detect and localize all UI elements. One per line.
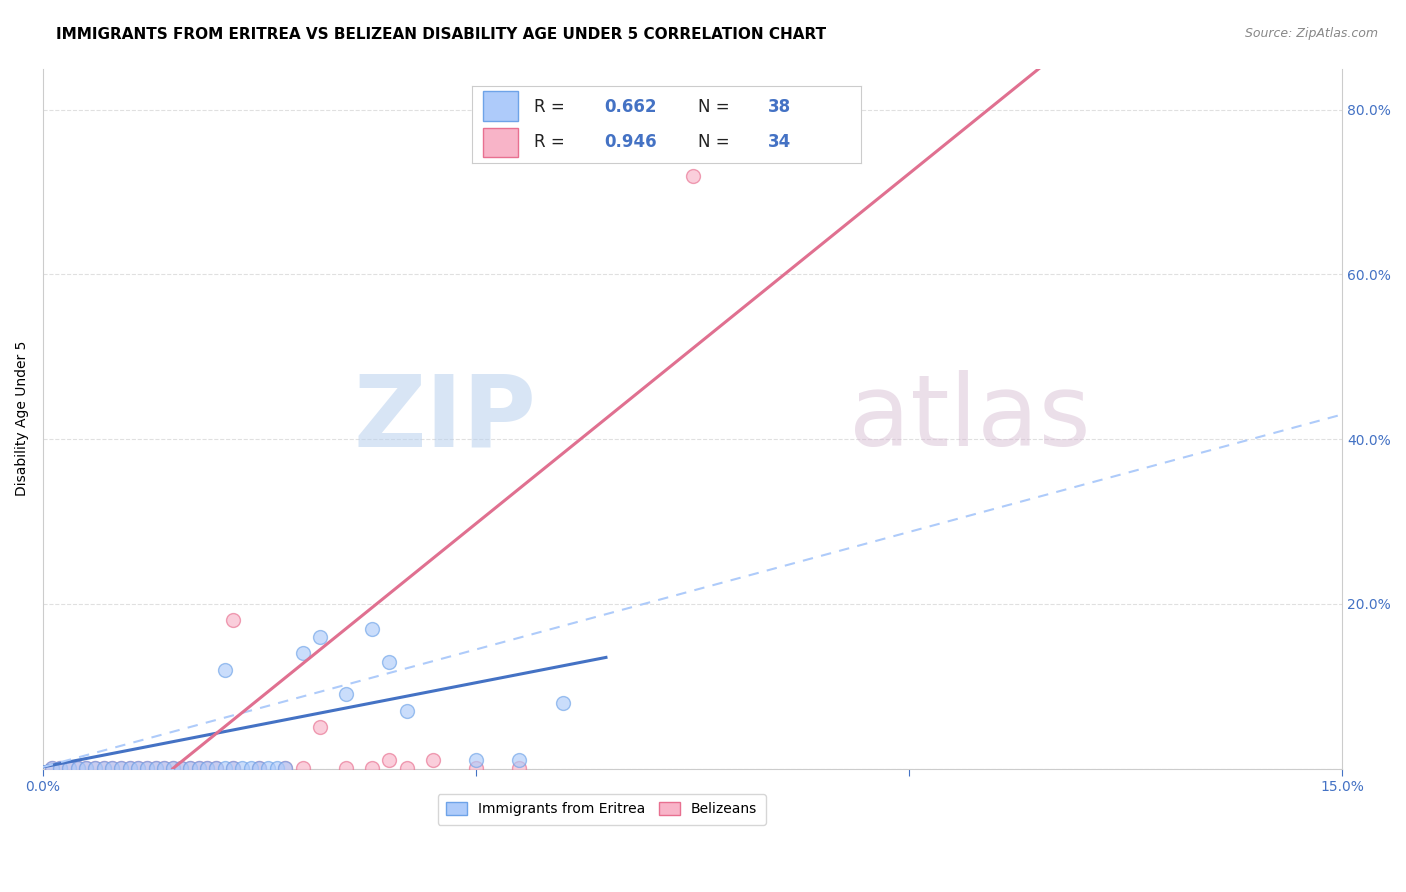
Point [49, 761, 72, 775]
Point [395, 704, 418, 718]
Point [75, 761, 97, 775]
Point [231, 761, 253, 775]
Point [179, 761, 201, 775]
Point [153, 761, 176, 775]
Text: IMMIGRANTS FROM ERITREA VS BELIZEAN DISABILITY AGE UNDER 5 CORRELATION CHART: IMMIGRANTS FROM ERITREA VS BELIZEAN DISA… [56, 27, 827, 42]
Point [222, 761, 245, 775]
Point [101, 761, 124, 775]
Text: atlas: atlas [848, 370, 1090, 467]
Point [83, 761, 105, 775]
Point [309, 721, 332, 735]
Point [66, 761, 89, 775]
Point [214, 663, 236, 677]
Point [75, 761, 97, 775]
Point [135, 761, 157, 775]
Point [118, 761, 141, 775]
Point [335, 761, 357, 775]
Legend: Immigrants from Eritrea, Belizeans: Immigrants from Eritrea, Belizeans [437, 794, 766, 825]
Point [274, 761, 297, 775]
Point [127, 761, 149, 775]
Point [179, 761, 201, 775]
Point [214, 761, 236, 775]
Text: ZIP: ZIP [354, 370, 537, 467]
Point [422, 753, 444, 767]
Point [145, 761, 167, 775]
Point [170, 761, 193, 775]
Point [682, 169, 704, 183]
Point [93, 761, 115, 775]
Point [291, 646, 314, 660]
Point [110, 761, 132, 775]
Point [127, 761, 149, 775]
Point [361, 622, 384, 636]
Point [274, 761, 297, 775]
Point [249, 761, 271, 775]
Point [135, 761, 157, 775]
Point [93, 761, 115, 775]
Point [145, 761, 167, 775]
Text: Source: ZipAtlas.com: Source: ZipAtlas.com [1244, 27, 1378, 40]
Point [551, 696, 574, 710]
Point [508, 761, 530, 775]
Point [249, 761, 271, 775]
Point [239, 761, 262, 775]
Point [41, 761, 63, 775]
Point [465, 761, 488, 775]
Point [162, 761, 184, 775]
Point [187, 761, 209, 775]
Point [83, 761, 105, 775]
Point [197, 761, 219, 775]
Point [118, 761, 141, 775]
Point [222, 613, 245, 627]
Point [257, 761, 280, 775]
Point [49, 761, 72, 775]
Point [378, 655, 401, 669]
Point [222, 761, 245, 775]
Point [205, 761, 228, 775]
Point [153, 761, 176, 775]
Point [335, 688, 357, 702]
Point [205, 761, 228, 775]
Point [66, 761, 89, 775]
Point [170, 761, 193, 775]
Point [395, 761, 418, 775]
Point [309, 630, 332, 644]
Point [465, 753, 488, 767]
Point [508, 753, 530, 767]
Point [187, 761, 209, 775]
Point [378, 753, 401, 767]
Point [41, 761, 63, 775]
Point [110, 761, 132, 775]
Point [162, 761, 184, 775]
Point [197, 761, 219, 775]
Point [291, 761, 314, 775]
Y-axis label: Disability Age Under 5: Disability Age Under 5 [15, 341, 30, 496]
Point [101, 761, 124, 775]
Point [58, 761, 80, 775]
Point [58, 761, 80, 775]
Point [361, 761, 384, 775]
Point [266, 761, 288, 775]
